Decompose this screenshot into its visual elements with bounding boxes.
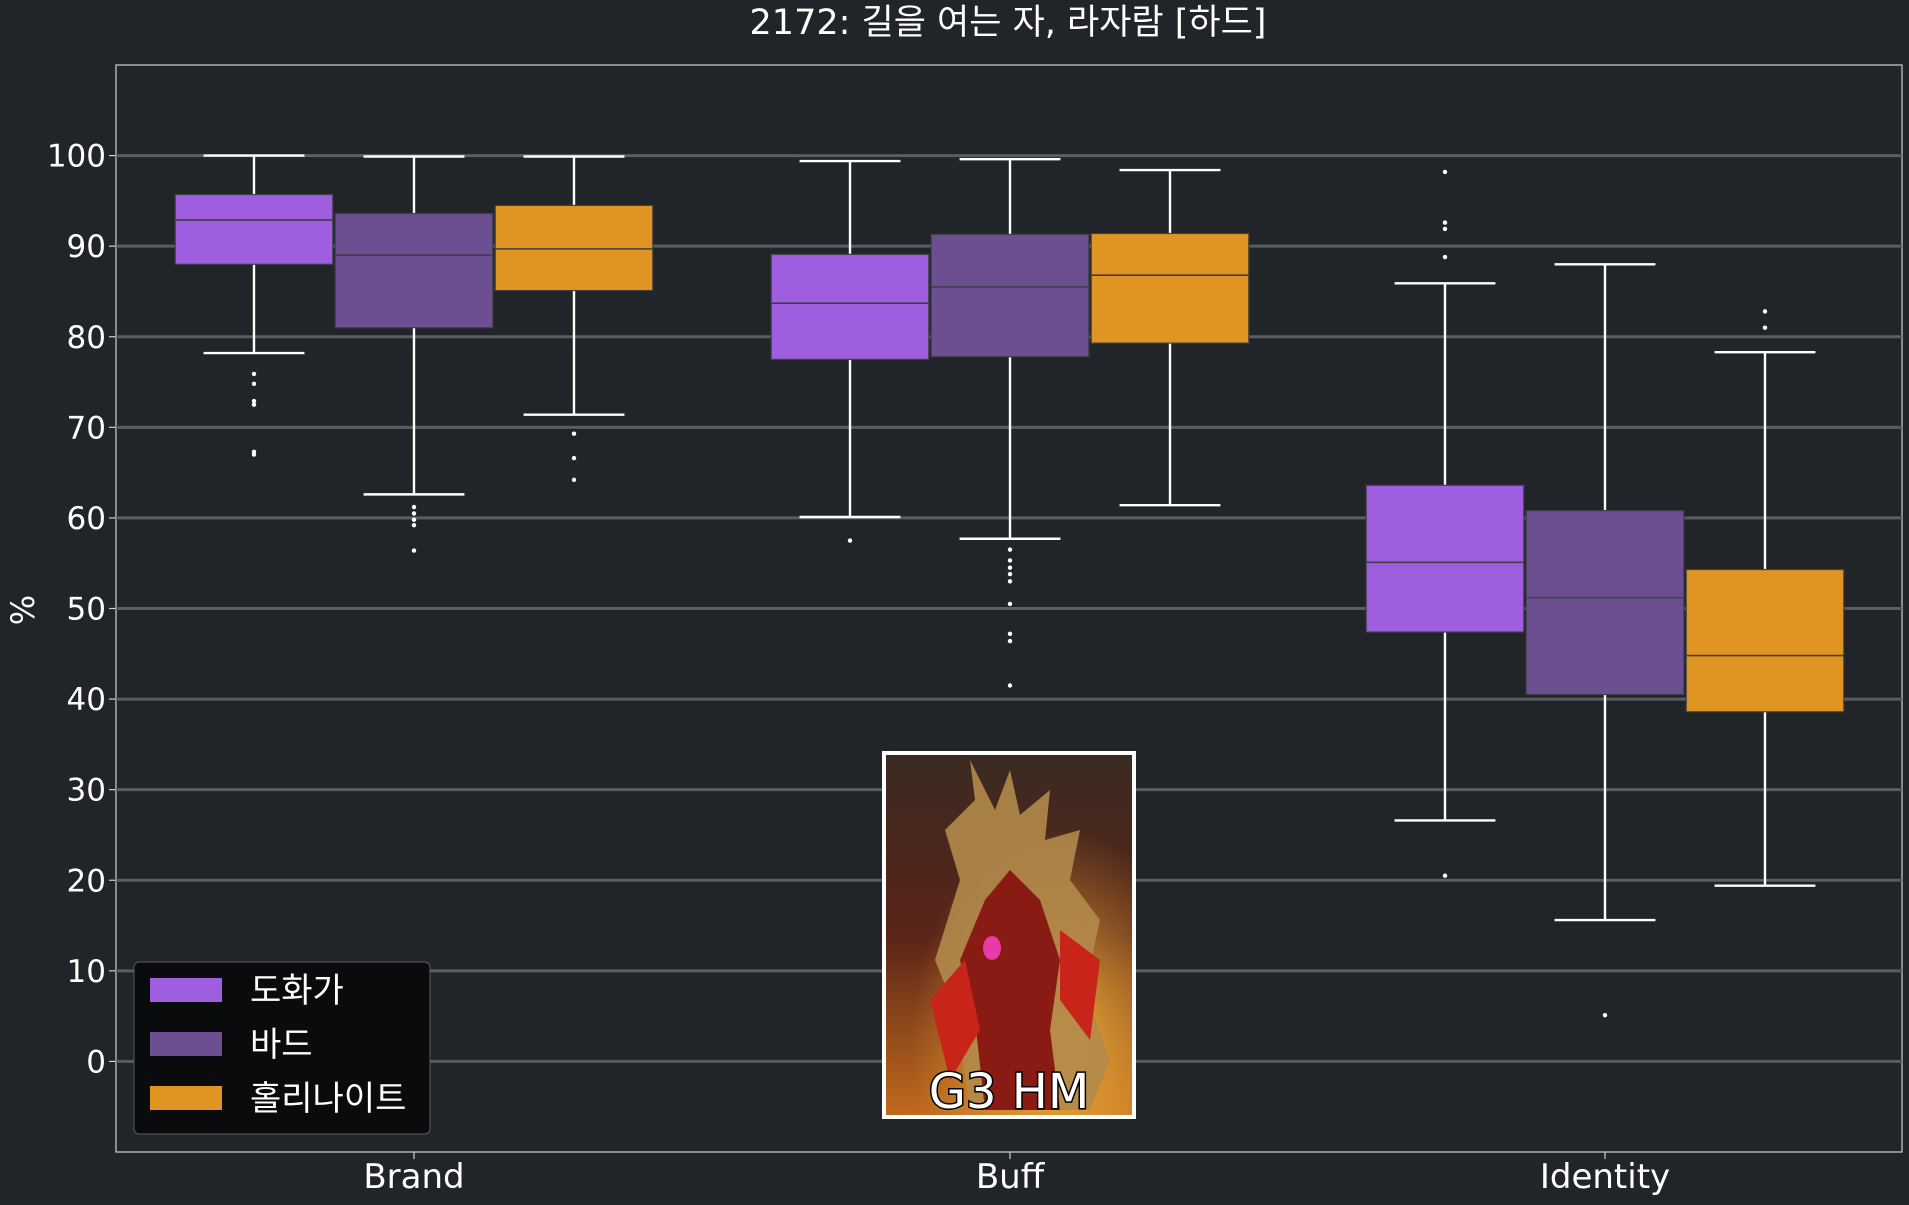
outlier-point <box>1007 558 1013 563</box>
outlier-point <box>1007 565 1013 570</box>
legend-label: 홀리나이트 <box>250 1079 406 1119</box>
box-series <box>174 154 1845 1018</box>
box-brand-0 <box>174 154 334 457</box>
outlier-point <box>1762 309 1768 314</box>
iqr-box <box>334 212 494 329</box>
outlier-point <box>1442 873 1448 878</box>
y-tick-label: 30 <box>67 773 106 809</box>
legend-label: 바드 <box>250 1025 313 1065</box>
outlier-point <box>411 511 417 516</box>
outlier-point <box>1762 325 1768 330</box>
outlier-point <box>411 548 417 553</box>
x-tick-label: Brand <box>363 1157 464 1197</box>
iqr-box <box>1525 510 1685 696</box>
box-brand-2 <box>494 155 654 483</box>
y-tick-label: 50 <box>67 592 106 628</box>
box-identity-2 <box>1685 309 1845 887</box>
outlier-point <box>1007 631 1013 637</box>
outlier-point <box>1442 226 1448 232</box>
outlier-point <box>1442 254 1448 260</box>
outlier-point <box>1007 638 1013 644</box>
box-identity-0 <box>1365 169 1525 878</box>
legend-swatch <box>150 978 222 1002</box>
iqr-box <box>770 253 930 360</box>
y-axis-label: % <box>4 595 42 625</box>
outlier-point <box>251 371 257 377</box>
iqr-box <box>174 193 334 265</box>
y-tick-label: 0 <box>86 1044 106 1080</box>
x-tick-label: Identity <box>1540 1157 1670 1197</box>
box-buff-0 <box>770 159 930 543</box>
box-buff-2 <box>1090 168 1250 507</box>
y-tick-label: 60 <box>67 501 106 537</box>
outlier-point <box>571 455 577 461</box>
outlier-point <box>571 431 577 436</box>
y-tick-label: 20 <box>67 863 106 899</box>
legend-label: 도화가 <box>250 971 344 1011</box>
y-tick-label: 70 <box>67 410 106 446</box>
x-tick-label: Buff <box>976 1157 1046 1197</box>
outlier-point <box>571 477 577 483</box>
legend-swatch <box>150 1032 222 1056</box>
outlier-point <box>251 398 257 404</box>
outlier-point <box>1442 169 1448 175</box>
y-axis-ticks: 0 10 20 30 40 50 60 70 80 90 100 <box>47 139 116 1080</box>
outlier-point <box>1007 601 1013 607</box>
outlier-point <box>1007 547 1013 552</box>
outlier-point <box>251 452 257 457</box>
iqr-box <box>494 204 654 292</box>
iqr-box <box>1685 568 1845 713</box>
iqr-box <box>1090 232 1250 344</box>
outlier-point <box>1602 1013 1608 1018</box>
box-identity-1 <box>1525 263 1685 1018</box>
boss-artwork <box>882 751 1136 1119</box>
legend-swatch <box>150 1086 222 1110</box>
outlier-point <box>411 504 417 510</box>
y-tick-label: 40 <box>67 682 106 718</box>
outlier-point <box>251 402 257 407</box>
outlier-point <box>251 381 257 387</box>
outlier-point <box>1007 683 1013 688</box>
outlier-point <box>411 522 417 528</box>
outlier-point <box>1007 579 1013 584</box>
iqr-box <box>930 233 1090 358</box>
outlier-point <box>411 517 417 522</box>
y-tick-label: 80 <box>67 320 106 356</box>
iqr-box <box>1365 484 1525 633</box>
x-axis-ticks: Brand Buff Identity <box>363 1152 1670 1197</box>
artwork-caption: G3 HM <box>929 1064 1090 1120</box>
outlier-point <box>1007 571 1013 577</box>
y-tick-label: 90 <box>67 229 106 265</box>
outlier-point <box>1442 220 1448 225</box>
box-buff-1 <box>930 158 1090 688</box>
y-tick-label: 100 <box>47 139 106 175</box>
outlier-point <box>847 538 853 543</box>
y-tick-label: 10 <box>67 954 106 990</box>
chart-title: 2172: 길을 여는 자, 라자람 [하드] <box>750 3 1267 43</box>
box-brand-1 <box>334 155 494 553</box>
